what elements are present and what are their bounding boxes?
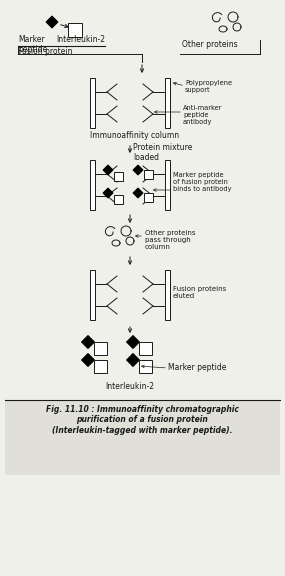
Text: Interleukin-2: Interleukin-2 — [56, 35, 105, 44]
Bar — [68, 23, 82, 37]
Bar — [93, 359, 107, 373]
Text: Polypropylene
support: Polypropylene support — [185, 80, 232, 93]
Polygon shape — [103, 165, 113, 175]
Bar — [93, 342, 107, 354]
Bar — [113, 172, 123, 180]
Text: Interleukin-2: Interleukin-2 — [105, 382, 154, 391]
Polygon shape — [127, 335, 139, 348]
Text: Other proteins: Other proteins — [182, 40, 238, 49]
Text: Other proteins
pass through
column: Other proteins pass through column — [145, 230, 196, 250]
Text: Marker peptide: Marker peptide — [168, 363, 226, 372]
Bar — [144, 192, 152, 202]
Text: Marker
peptide: Marker peptide — [18, 35, 47, 54]
Text: Anti-marker
peptide
antibody: Anti-marker peptide antibody — [183, 105, 223, 125]
Polygon shape — [82, 354, 95, 366]
Bar — [144, 169, 152, 179]
Polygon shape — [133, 188, 143, 198]
Text: Immunoaffinity column: Immunoaffinity column — [90, 131, 179, 140]
Bar — [90, 78, 95, 128]
Bar — [5, 400, 280, 475]
Bar — [90, 160, 95, 210]
Bar — [90, 270, 95, 320]
Text: Fusion proteins
eluted: Fusion proteins eluted — [173, 286, 226, 299]
Bar — [165, 270, 170, 320]
Polygon shape — [82, 335, 95, 348]
Text: Protein mixture
loaded: Protein mixture loaded — [133, 143, 192, 162]
Bar — [139, 359, 152, 373]
Polygon shape — [103, 188, 113, 198]
Polygon shape — [46, 16, 58, 28]
Text: Marker peptide
of fusion protein
binds to antibody: Marker peptide of fusion protein binds t… — [173, 172, 231, 192]
Text: Fusion protein: Fusion protein — [18, 47, 72, 56]
Polygon shape — [133, 165, 143, 175]
Bar — [139, 342, 152, 354]
Polygon shape — [127, 354, 139, 366]
Bar — [113, 195, 123, 203]
Bar — [165, 160, 170, 210]
Bar — [165, 78, 170, 128]
Text: Fig. 11.10 : Immunoaffinity chromatographic
purification of a fusion protein
(In: Fig. 11.10 : Immunoaffinity chromatograp… — [46, 405, 239, 435]
